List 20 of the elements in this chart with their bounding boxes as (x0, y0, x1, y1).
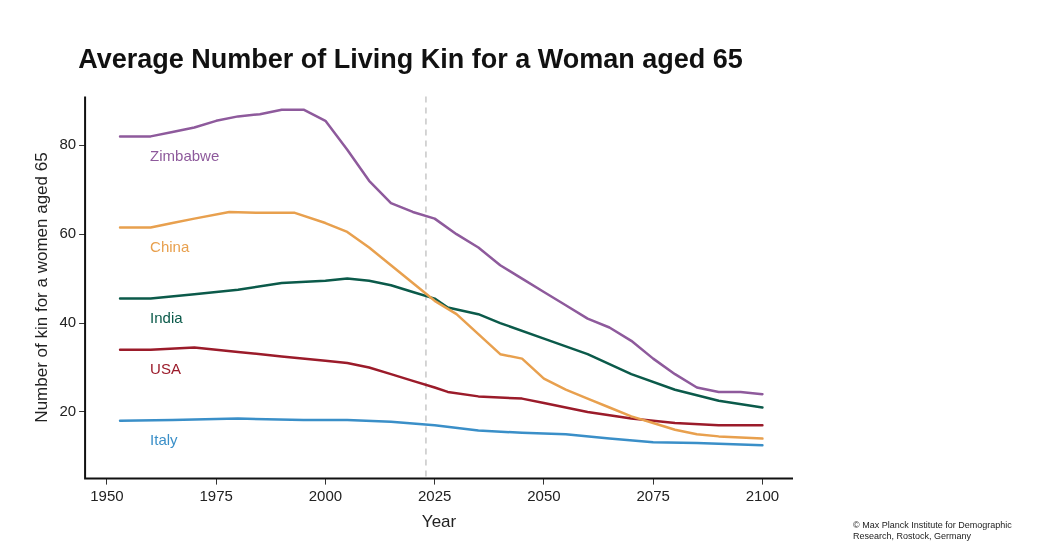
chart-title: Average Number of Living Kin for a Woman aged 65 (78, 43, 743, 74)
x-tick-label: 2050 (527, 486, 561, 504)
y-tick-label: 80 (59, 135, 77, 153)
x-tick-label: 2025 (417, 486, 452, 504)
y-tick-label: 60 (59, 224, 77, 242)
x-tick-label: 2075 (636, 486, 670, 504)
y-tick-label: 20 (59, 402, 77, 420)
x-tick-label: 2100 (745, 486, 780, 504)
text: © Max Planck Institute for Demographic Research, Rostock, Germany (853, 520, 1013, 542)
series-label: Italy (150, 430, 179, 448)
series-label: China (150, 237, 190, 255)
y-axis-title: Number of kin for a women aged 65 (31, 152, 51, 423)
x-tick-label: 2000 (308, 486, 343, 504)
series-label: Zimbabwe (150, 146, 220, 164)
series-label: USA (150, 359, 181, 377)
x-tick-label: 1950 (90, 486, 124, 504)
y-tick-label: 40 (59, 313, 77, 331)
x-tick-label: 1975 (199, 486, 233, 504)
x-axis-title: Year (421, 512, 457, 532)
series-label: India (150, 308, 184, 326)
